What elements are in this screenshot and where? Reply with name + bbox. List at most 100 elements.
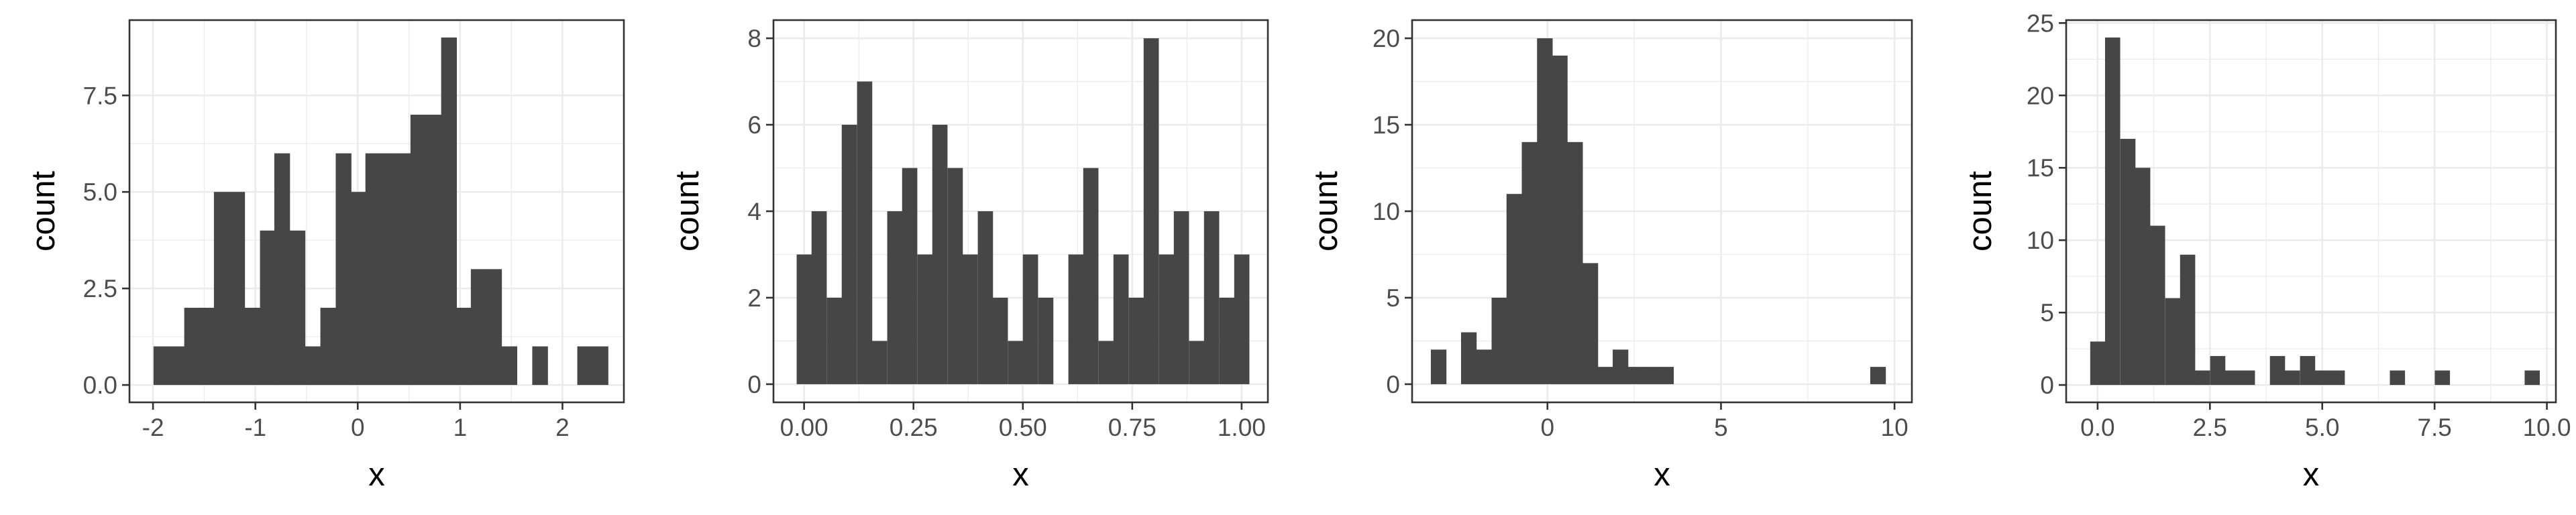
histogram-panel-3: 0 5 10 0 5 10 15 20 x count [1308,19,1913,493]
histogram-bar [501,346,518,386]
histogram-bar [1567,141,1583,384]
x-tick-label: 10 [1881,414,1909,441]
x-tick-label: 7.5 [2417,414,2451,441]
y-tick-label: 0 [747,371,761,398]
histogram-bar [2524,370,2540,386]
panel-border [2065,19,2557,404]
histogram-bar [305,346,321,386]
histogram-bar [260,230,276,386]
y-tick-label: 6 [747,111,761,139]
histogram-bar [2210,355,2226,386]
histogram-bar [871,341,888,384]
y-axis-title: count [25,171,62,251]
y-tick-label: 8 [747,25,761,52]
histogram-bar [2224,370,2241,386]
histogram-bar [1203,211,1220,384]
histogram-bar [2104,37,2121,386]
histogram-bar [2314,370,2330,386]
y-tick-label: 4 [747,198,761,225]
histogram-bar [1430,349,1447,384]
x-tick-label: 0.00 [780,414,828,441]
histogram-bar [857,81,873,384]
histogram-bar [2149,225,2165,386]
histogram-bar [2329,370,2345,386]
histogram-bar [1597,367,1613,384]
y-tick-label: 0 [2040,371,2054,399]
y-tick-label: 10 [2027,227,2054,254]
y-tick-label: 2.5 [83,275,117,302]
histogram-bar [2239,370,2255,386]
histogram-bar [1521,141,1538,384]
histogram-bar [1083,168,1099,384]
y-tick-label: 0.0 [83,371,117,399]
histogram-bar [577,346,593,386]
histogram-bar [456,307,472,386]
x-axis-title: x [1654,457,1670,493]
histogram-bar [932,125,948,384]
histogram-bar [1658,367,1674,384]
histogram-bar [1537,38,1553,384]
x-tick-label: 2.5 [2193,414,2227,441]
x-tick-label: 1 [453,414,468,441]
histogram-bar [1189,341,1205,384]
histogram-bar [2120,139,2136,386]
histogram-bar [1038,297,1054,384]
histogram-bar [826,297,843,384]
histogram-bar [977,211,994,384]
histogram-bar [532,346,548,386]
histogram-bar [1234,254,1250,384]
histogram-bar [1219,297,1235,384]
histogram-bar [213,192,230,386]
histogram-bar [335,153,352,386]
y-tick-label: 10 [1373,198,1400,225]
y-tick-label: 0 [1386,371,1400,398]
histogram-bar [1582,263,1599,384]
histogram-bar [947,168,963,384]
histogram-bar [1460,332,1477,384]
histogram-bar [486,269,502,386]
y-axis-title: count [669,171,706,251]
x-tick-label: 0 [351,414,365,441]
histogram-bar [470,269,487,386]
histogram-bar [1022,254,1038,384]
histogram-panel-2: 0.00 0.25 0.50 0.75 1.00 0 2 4 6 8 x count [669,19,1269,493]
histogram-bar [962,254,978,384]
x-tick-label: -1 [244,414,266,441]
histogram-bar [1506,194,1522,384]
histogram-bar [396,153,412,386]
histogram-bar [184,307,201,386]
histogram-bar [320,307,336,386]
histogram-bar [380,153,396,386]
histogram-bar [902,168,918,384]
histogram-bar [992,297,1008,384]
histogram-bar [1128,297,1144,384]
y-tick-label: 15 [1373,111,1400,139]
y-tick-label: 2 [747,284,761,312]
histogram-bar [1613,349,1629,384]
x-tick-label: 2 [555,414,570,441]
histogram-bar [917,254,933,384]
y-tick-label: 20 [2027,82,2054,109]
histogram-bar [2194,370,2210,386]
x-tick-label: 0 [1540,414,1554,441]
x-tick-label: 0.0 [2080,414,2114,441]
x-tick-label: 10.0 [2523,414,2571,441]
histogram-bar [2165,298,2181,386]
histogram-bar [887,211,903,384]
histogram-bar [2390,370,2406,386]
histogram-bar [168,346,185,386]
y-tick-label: 5 [2040,299,2054,327]
x-tick-label: 0.75 [1108,414,1157,441]
x-axis-title: x [2303,457,2320,493]
histogram-bar [592,346,608,386]
histogram-bar [350,192,366,386]
histogram-bar [198,307,215,386]
histogram-bar [1476,349,1492,384]
histogram-bar [1098,341,1114,384]
histogram-panel-4: 0.0 2.5 5.0 7.5 10.0 0 5 10 15 20 25 x count [1962,9,2571,493]
y-axis-title: count [1308,171,1344,251]
histogram-bar [1552,55,1568,384]
histogram-bar [811,211,827,384]
y-tick-label: 7.5 [83,82,117,109]
